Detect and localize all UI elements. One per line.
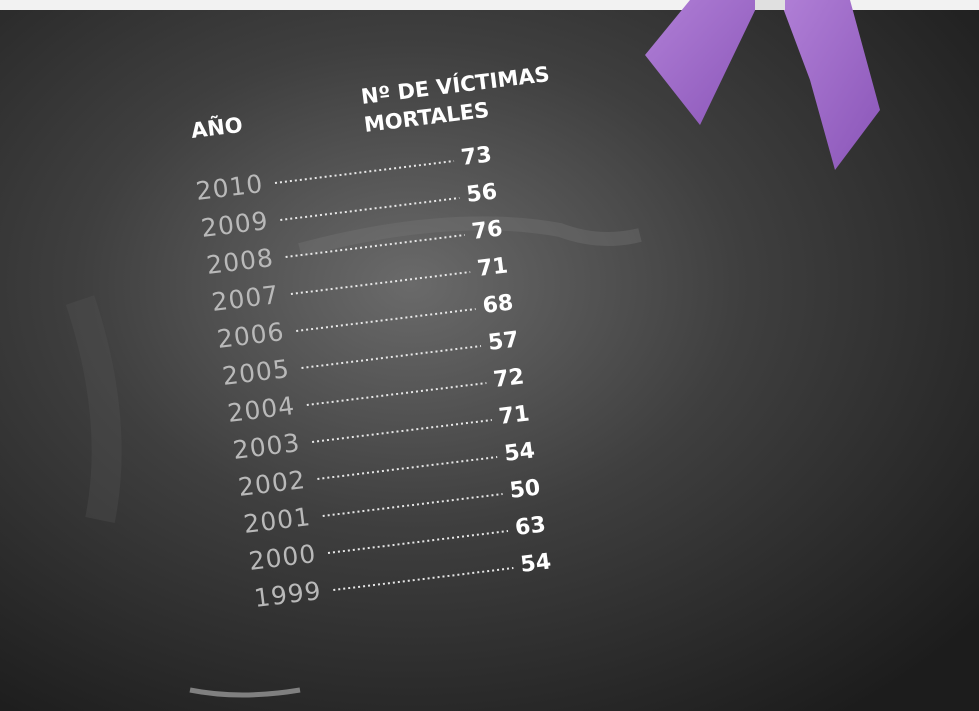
victim-count: 71 xyxy=(476,253,509,282)
victim-count: 76 xyxy=(470,216,503,245)
victim-count: 56 xyxy=(465,179,498,208)
victim-count: 72 xyxy=(492,364,525,393)
victim-count: 57 xyxy=(487,327,520,356)
infographic: AÑONº DE VÍCTIMASMORTALES201073200956200… xyxy=(0,0,979,711)
victim-count: 54 xyxy=(519,549,552,578)
victim-count: 68 xyxy=(481,290,514,319)
victim-count: 50 xyxy=(508,475,541,504)
victim-count: 73 xyxy=(460,142,493,171)
victim-count: 63 xyxy=(514,512,547,541)
victim-count: 71 xyxy=(497,401,530,430)
victim-count: 54 xyxy=(503,438,536,467)
